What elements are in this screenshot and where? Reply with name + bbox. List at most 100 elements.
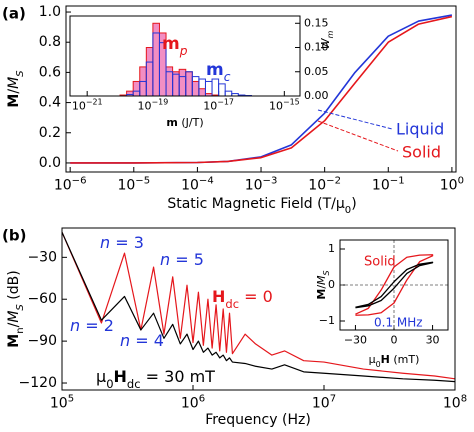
text-part: M bbox=[315, 289, 328, 300]
text-part: = 2 bbox=[80, 316, 114, 335]
text-part: 10 bbox=[312, 395, 330, 411]
histogram-bar bbox=[178, 68, 187, 97]
tick-label: 105 bbox=[50, 393, 74, 412]
text-part: n bbox=[100, 233, 110, 252]
tick-label: 106 bbox=[181, 393, 205, 412]
tick-label: 100 bbox=[440, 175, 464, 194]
tick-label: −30 bbox=[344, 333, 367, 346]
tick-label: 0.2 bbox=[39, 125, 61, 141]
text-part: −6 bbox=[72, 175, 87, 186]
label-pointer bbox=[317, 120, 399, 152]
text-part: μ bbox=[96, 367, 106, 386]
text-part: S bbox=[15, 70, 26, 77]
text-part: 10 bbox=[269, 99, 283, 112]
tick-label: 0.6 bbox=[39, 64, 61, 80]
text-part: −17 bbox=[217, 97, 234, 106]
series-line bbox=[355, 261, 434, 309]
text-part: 5 bbox=[68, 393, 74, 404]
text-part: = 5 bbox=[170, 250, 204, 269]
text-part: 10 bbox=[117, 177, 135, 193]
text-part: ) bbox=[351, 196, 356, 212]
tick-label: 10−15 bbox=[269, 97, 300, 112]
label-pointer bbox=[317, 109, 393, 130]
text-part: m bbox=[326, 30, 335, 38]
text-part: 8 bbox=[461, 393, 467, 404]
y-axis-label: M/MS bbox=[6, 70, 26, 108]
text-part: n bbox=[70, 316, 80, 335]
plot-frame bbox=[339, 239, 449, 331]
tick-label: 0.05 bbox=[304, 65, 329, 78]
text-part: n bbox=[160, 250, 170, 269]
text-part: c bbox=[224, 70, 231, 84]
x-axis-label: μ0H (mT) bbox=[369, 353, 420, 369]
text-part: 0 bbox=[106, 377, 113, 391]
text-part: −3 bbox=[263, 175, 278, 186]
text-part: −21 bbox=[86, 97, 103, 106]
text-part: dc bbox=[225, 297, 239, 311]
panel-label: (b) bbox=[2, 227, 26, 245]
histogram-bar bbox=[198, 88, 206, 97]
text-part: H bbox=[114, 367, 127, 386]
text-part: −1 bbox=[390, 175, 405, 186]
tick-label: 108 bbox=[443, 393, 467, 412]
text-part: p bbox=[179, 44, 188, 58]
text-part: 10 bbox=[181, 395, 199, 411]
text-part: −4 bbox=[199, 175, 214, 186]
tick-label: 10−3 bbox=[245, 175, 278, 194]
text-part: 10 bbox=[443, 395, 461, 411]
y-axis-label: Mn/MS (dB) bbox=[6, 270, 26, 347]
tick-label: −1 bbox=[319, 314, 335, 327]
text-part: 0 bbox=[458, 175, 464, 186]
panel-label: (a) bbox=[2, 5, 26, 23]
text-part: M bbox=[6, 334, 22, 348]
text-part: M bbox=[6, 77, 22, 89]
text-part: −19 bbox=[152, 97, 169, 106]
text-part: 6 bbox=[199, 393, 205, 404]
tick-label: 0.15 bbox=[304, 16, 329, 29]
text-part: μ bbox=[369, 353, 376, 366]
tick-label: 0 bbox=[391, 333, 398, 346]
text-part: −60 bbox=[27, 291, 57, 307]
text-part: 10 bbox=[308, 177, 326, 193]
histogram-bar bbox=[152, 22, 160, 97]
text-part: = 4 bbox=[130, 331, 164, 350]
tick-label: 0.4 bbox=[39, 95, 61, 111]
series-label: mc bbox=[206, 60, 231, 84]
tick-label: −60 bbox=[27, 291, 57, 307]
text-part: 10 bbox=[440, 177, 458, 193]
text-part: H bbox=[381, 353, 390, 366]
tick-label: 10−1 bbox=[372, 175, 405, 194]
series-label: Liquid bbox=[396, 120, 444, 139]
text-part: S bbox=[322, 270, 331, 275]
text-part: 0 bbox=[345, 205, 351, 216]
text-part: = 30 mT bbox=[141, 367, 216, 386]
series-label: Hdc = 0 bbox=[212, 287, 273, 311]
text-part: −30 bbox=[27, 249, 57, 265]
series-label: mp bbox=[162, 34, 188, 58]
text-part: S bbox=[15, 304, 26, 311]
text-part: n bbox=[15, 327, 26, 333]
text-part: 0.0 bbox=[39, 155, 61, 171]
y-axis-label: Wm bbox=[319, 30, 335, 49]
tick-label: 107 bbox=[312, 393, 336, 412]
plot-frame bbox=[69, 15, 301, 97]
tick-label: 30 bbox=[426, 333, 440, 346]
text-part: −5 bbox=[135, 175, 150, 186]
text-part: (mT) bbox=[390, 353, 420, 366]
tick-label: 1 bbox=[328, 242, 335, 255]
text-part: m bbox=[166, 116, 177, 129]
text-part: (J/T) bbox=[178, 116, 204, 129]
annotation: n = 3 bbox=[100, 233, 144, 252]
histogram-bar bbox=[191, 80, 200, 97]
tick-label: −90 bbox=[27, 333, 57, 349]
x-axis-label: m (J/T) bbox=[166, 116, 203, 129]
annotation: n = 5 bbox=[160, 250, 204, 269]
text-part: −1 bbox=[319, 314, 335, 327]
text-part: 7 bbox=[330, 393, 336, 404]
tick-label: 0.00 bbox=[304, 89, 329, 102]
text-part: −90 bbox=[27, 333, 57, 349]
text-part: 1.0 bbox=[39, 4, 61, 20]
text-part: / bbox=[6, 322, 22, 327]
series-label: μ0Hdc = 30 mT bbox=[96, 367, 215, 391]
tick-label: 0.0 bbox=[39, 155, 61, 171]
